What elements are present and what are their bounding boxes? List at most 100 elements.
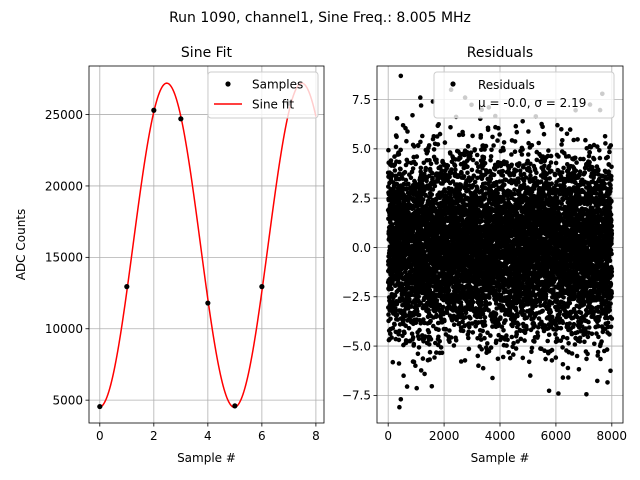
residual-point — [445, 163, 451, 168]
sine-fit-legend-box — [207, 71, 319, 119]
residual-point — [470, 133, 475, 139]
residual-point — [470, 299, 476, 305]
residual-point — [481, 155, 487, 160]
residual-point — [416, 336, 422, 342]
residual-point — [485, 127, 491, 133]
sine-fit-axes-frame — [88, 65, 325, 424]
sine-fit-legend: Samples Sine fit — [207, 71, 319, 119]
residual-point — [393, 144, 399, 150]
sample-point — [97, 403, 103, 410]
legend-samples-marker — [225, 81, 231, 87]
residual-point — [479, 302, 484, 308]
residual-point — [403, 125, 408, 131]
residual-point — [402, 169, 408, 175]
residual-point — [487, 295, 492, 300]
residual-point — [432, 183, 438, 189]
residual-point — [452, 305, 458, 310]
residual-point — [402, 330, 407, 336]
residuals-ytick-label: 7.5 — [352, 93, 371, 107]
residual-point — [427, 357, 433, 362]
residual-point — [509, 152, 514, 157]
sine-fit-grid — [89, 66, 324, 423]
residual-point — [403, 340, 409, 346]
residual-point — [512, 149, 518, 154]
residual-point — [520, 147, 525, 152]
residuals-ytick-label: −2.5 — [342, 290, 371, 304]
legend-samples-label: Samples — [252, 78, 303, 92]
sine-fit-plot-area — [97, 82, 317, 410]
residual-point — [501, 148, 506, 153]
residual-point — [474, 152, 480, 158]
residual-point — [399, 271, 405, 277]
residual-point — [516, 322, 521, 327]
residual-point — [413, 161, 419, 167]
residual-point — [418, 165, 424, 171]
residual-point — [422, 371, 427, 377]
residuals-panel: Residuals 0 2000 4000 6000 8000−7.5−5.0−2.50… — [342, 45, 627, 465]
residual-point — [421, 317, 426, 322]
sample-point — [151, 107, 157, 113]
residuals-xtick-label: 2000 — [429, 429, 460, 443]
residual-point — [418, 300, 424, 306]
residual-point — [478, 333, 483, 338]
residual-point — [505, 337, 510, 343]
residual-point — [429, 384, 435, 389]
residual-point — [416, 312, 422, 318]
residual-point — [406, 325, 412, 331]
residual-point — [394, 116, 400, 121]
residual-point — [494, 338, 499, 344]
residual-point — [409, 331, 415, 337]
residual-point — [515, 313, 520, 319]
residual-point — [392, 292, 398, 298]
residual-point — [389, 286, 394, 292]
residual-point — [509, 334, 515, 340]
residuals-title: Residuals — [467, 45, 533, 61]
residual-point — [501, 140, 507, 145]
residual-point — [386, 312, 391, 317]
residual-point — [520, 355, 526, 361]
residual-point — [406, 181, 411, 187]
residual-point — [442, 140, 448, 145]
residual-point — [472, 179, 478, 185]
residual-point — [472, 147, 478, 152]
residual-point — [466, 335, 471, 341]
residuals-ytick-label: −7.5 — [342, 389, 371, 403]
residual-point — [404, 138, 409, 144]
residual-point — [506, 350, 512, 355]
sample-point — [124, 284, 130, 290]
sine-fit-title: Sine Fit — [181, 45, 233, 61]
residual-point — [413, 363, 418, 369]
residual-point — [416, 345, 422, 350]
residual-point — [488, 154, 494, 159]
residual-point — [426, 329, 432, 335]
residual-point — [388, 331, 393, 337]
residual-point — [491, 172, 497, 178]
residual-point — [405, 129, 410, 134]
residual-point — [489, 147, 494, 153]
residual-point — [466, 346, 472, 352]
residual-point — [388, 316, 393, 322]
residual-point — [500, 173, 506, 178]
legend-sine-fit-label: Sine fit — [252, 98, 294, 112]
sine-fit-ytick-label: 20000 — [45, 179, 83, 193]
residuals-plot-area — [385, 73, 615, 410]
residual-point — [410, 113, 415, 118]
sample-point — [232, 403, 238, 409]
residual-point — [511, 340, 516, 346]
residual-point — [420, 356, 426, 361]
sample-point — [178, 116, 184, 122]
residual-point — [490, 375, 495, 381]
residual-point — [475, 353, 481, 359]
residual-point — [451, 343, 457, 348]
residual-point — [418, 103, 424, 108]
residual-point — [422, 249, 427, 255]
residual-point — [394, 301, 400, 307]
residual-point — [496, 125, 501, 131]
residual-point — [393, 308, 398, 313]
residual-point — [447, 328, 452, 333]
residual-point — [427, 173, 432, 179]
residual-point — [512, 191, 517, 197]
residual-point — [480, 365, 486, 371]
residual-point — [460, 328, 466, 334]
